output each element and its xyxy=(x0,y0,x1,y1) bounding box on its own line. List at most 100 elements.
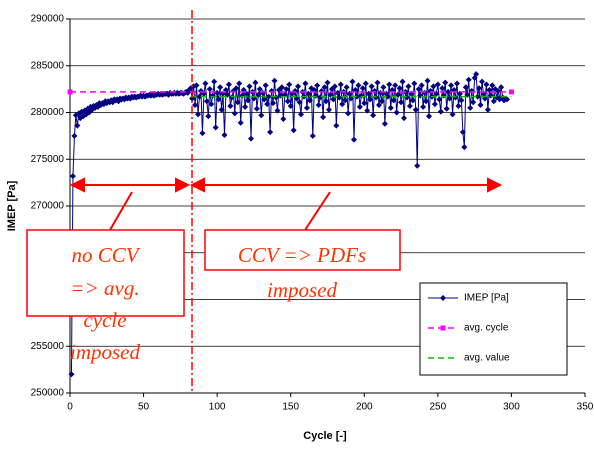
data-point xyxy=(192,102,199,109)
data-point xyxy=(237,119,244,126)
annotation-text: imposed xyxy=(267,278,337,302)
data-point xyxy=(270,100,277,107)
legend-marker xyxy=(440,325,446,331)
data-point xyxy=(387,104,394,111)
y-tick-label: 250000 xyxy=(31,388,65,399)
legend-marker xyxy=(440,295,446,301)
data-point xyxy=(426,113,433,120)
data-point xyxy=(330,96,337,103)
data-point xyxy=(337,81,344,88)
y-tick-label: 270000 xyxy=(31,201,65,212)
data-point xyxy=(333,122,340,129)
data-point xyxy=(256,86,263,93)
data-point xyxy=(398,99,405,106)
data-point xyxy=(442,79,449,86)
y-tick-label: 275000 xyxy=(31,154,65,165)
data-point xyxy=(443,105,450,112)
data-point xyxy=(295,83,302,90)
data-point xyxy=(477,102,484,109)
data-point xyxy=(436,96,443,103)
data-point xyxy=(453,80,460,87)
data-point xyxy=(355,82,362,89)
data-point xyxy=(246,83,253,90)
data-point xyxy=(418,82,425,89)
data-point xyxy=(498,84,505,91)
data-point xyxy=(376,102,382,109)
data-point xyxy=(264,101,271,108)
data-point xyxy=(320,114,327,121)
data-point xyxy=(393,109,400,116)
data-point xyxy=(71,132,78,139)
x-tick-label: 100 xyxy=(209,402,226,413)
data-point xyxy=(455,102,462,109)
data-point xyxy=(386,81,393,88)
data-point xyxy=(356,103,363,110)
data-point xyxy=(314,82,321,89)
data-point xyxy=(274,107,281,114)
data-point xyxy=(374,79,381,86)
data-point xyxy=(474,93,481,100)
x-tick-label: 0 xyxy=(67,402,73,413)
data-point xyxy=(449,111,456,118)
data-point xyxy=(234,99,241,106)
data-point xyxy=(218,106,225,113)
data-point xyxy=(364,107,371,114)
data-point xyxy=(445,88,452,95)
data-point xyxy=(353,93,360,100)
data-point xyxy=(361,100,368,107)
data-point xyxy=(283,86,290,93)
data-point xyxy=(306,97,313,104)
y-tick-label: 290000 xyxy=(31,14,65,25)
data-point xyxy=(399,78,406,85)
data-point xyxy=(265,93,272,100)
y-tick-label: 285000 xyxy=(31,60,65,71)
data-point xyxy=(462,84,469,91)
data-point xyxy=(271,77,278,84)
data-point xyxy=(258,112,265,119)
data-point xyxy=(490,98,497,105)
data-point xyxy=(245,97,252,104)
data-point xyxy=(349,78,356,85)
data-point xyxy=(380,84,387,91)
annotation-text: imposed xyxy=(70,340,140,364)
data-point xyxy=(267,129,274,136)
data-point xyxy=(431,101,438,108)
data-point xyxy=(208,101,215,108)
data-point xyxy=(470,99,477,106)
data-point xyxy=(401,115,408,122)
data-point xyxy=(253,105,260,112)
data-point xyxy=(350,136,357,143)
data-point xyxy=(409,97,416,104)
x-tick-label: 50 xyxy=(138,402,150,413)
data-point xyxy=(302,80,309,87)
data-point xyxy=(205,113,212,120)
x-tick-label: 150 xyxy=(282,402,299,413)
data-point xyxy=(252,79,259,86)
y-tick-label: 255000 xyxy=(31,341,65,352)
data-point xyxy=(359,85,366,92)
data-point xyxy=(262,82,269,89)
data-point xyxy=(69,173,76,180)
data-point xyxy=(323,98,330,105)
data-point xyxy=(342,97,349,104)
data-point xyxy=(392,82,399,89)
legend: IMEP [Pa] avg. cycle avg. value xyxy=(419,282,568,376)
data-point xyxy=(414,162,421,169)
data-point xyxy=(405,83,412,90)
data-point xyxy=(484,106,491,113)
data-point xyxy=(339,101,346,108)
data-point xyxy=(483,81,490,88)
data-point xyxy=(261,96,268,103)
data-point xyxy=(225,81,232,88)
data-point xyxy=(458,97,465,104)
data-point xyxy=(370,112,377,119)
legend-label: IMEP [Pa] xyxy=(464,293,509,304)
plot-area: 2500002550002600002650002700002750002800… xyxy=(31,14,594,413)
data-point xyxy=(290,127,297,134)
data-point xyxy=(434,81,441,88)
data-point xyxy=(286,81,293,88)
data-point xyxy=(345,110,352,117)
x-tick-label: 200 xyxy=(356,402,373,413)
data-point xyxy=(384,93,391,100)
annotation-text: cycle xyxy=(83,308,126,332)
